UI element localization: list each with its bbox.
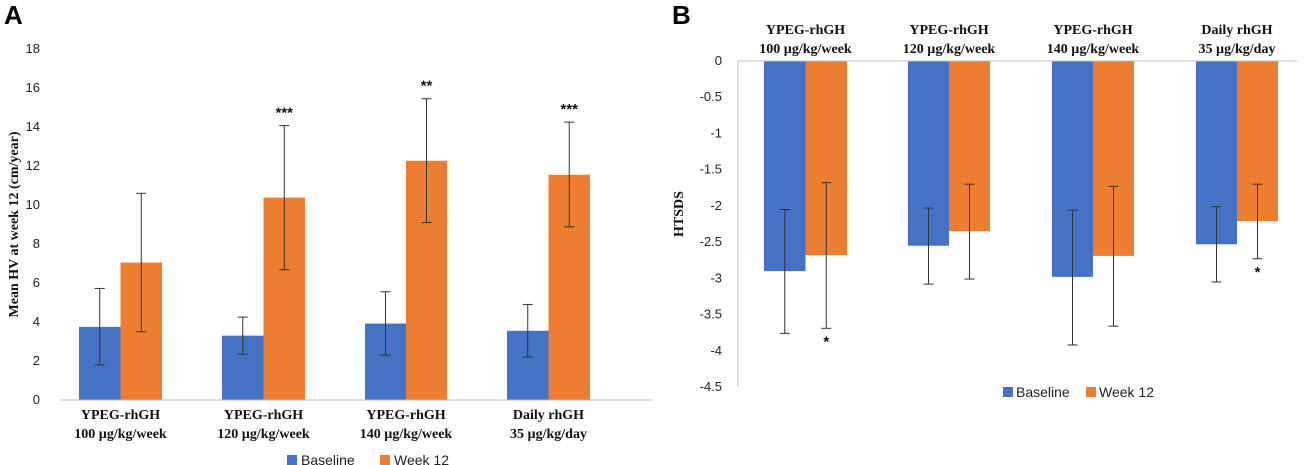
panel-b-y-tick: -3 [710, 270, 722, 285]
panel-b-y-tick: 0 [715, 53, 722, 68]
panel-b-category-label: YPEG-rhGH [1053, 23, 1132, 38]
panel-a-y-tick: 8 [33, 236, 40, 251]
panel-a-significance-marker: ** [421, 78, 433, 95]
panel-a-y-tick: 10 [26, 197, 40, 212]
panel-a-category-label: 140 µg/kg/week [360, 427, 453, 442]
panel-a-label: A [4, 0, 23, 30]
panel-a-error-bar [564, 121, 575, 228]
panel-b-significance-marker: * [823, 333, 829, 350]
panel-a-y-axis-title: Mean HV at week 12 (cm/year) [7, 131, 22, 317]
panel-b-category-label: 120 µg/kg/week [903, 42, 996, 57]
panel-b-error-bar [1211, 206, 1222, 283]
panel-b-y-tick: -1.5 [700, 162, 722, 177]
panel-b-category-label: YPEG-rhGH [909, 23, 988, 38]
panel-a-category-label: YPEG-rhGH [81, 408, 160, 423]
panel-b-y-tick: -0.5 [700, 89, 722, 104]
panel-a-y-tick: 6 [33, 275, 40, 290]
panel-a-category-label: 120 µg/kg/week [217, 427, 310, 442]
panel-b-legend: Baseline Week 12 [1003, 384, 1154, 400]
panel-a-y-tick: 14 [26, 119, 40, 134]
panel-b-significance-marker: * [1255, 264, 1261, 281]
legend-label: Baseline [1016, 384, 1070, 400]
panel-a-error-bar [94, 287, 105, 366]
panel-b-error-bar [1067, 209, 1078, 346]
panel-a-error-bar [279, 125, 290, 271]
panel-b-y-tick: -3.5 [700, 307, 722, 322]
panel-b: B * * 0 -0.5 -1 -1.5 -2 -2.5 -3 -3.5 -4 -4.5 YPEG-… [672, 0, 1297, 400]
panel-a-y-tick: 0 [33, 392, 40, 407]
panel-b-error-bar [923, 207, 934, 285]
panel-a-category-label: YPEG-rhGH [366, 408, 445, 423]
panel-a-y-tick: 2 [33, 353, 40, 368]
panel-b-category-label: 100 µg/kg/week [759, 42, 852, 57]
panel-b-y-tick: -4 [710, 343, 722, 358]
panel-b-category-label: YPEG-rhGH [766, 23, 845, 38]
panel-b-category-label: 140 µg/kg/week [1047, 42, 1140, 57]
legend-swatch-baseline [287, 455, 297, 465]
panel-b-category-label: 35 µg/kg/day [1199, 42, 1276, 57]
panel-b-error-bar [779, 209, 790, 334]
panel-a-significance-marker: *** [560, 101, 578, 118]
panel-a-y-tick: 18 [26, 41, 40, 56]
panel-b-y-tick: -4.5 [700, 379, 722, 394]
panel-b-label: B [672, 0, 691, 30]
panel-b-y-axis-title: HTSDS [672, 191, 687, 237]
legend-label: Week 12 [394, 452, 449, 465]
panel-b-y-tick: -2.5 [700, 234, 722, 249]
panel-a-y-tick: 4 [33, 314, 40, 329]
panel-a-y-tick: 12 [26, 158, 40, 173]
legend-label: Baseline [301, 452, 355, 465]
panel-a-error-bar [237, 316, 248, 355]
panel-b-y-tick: -2 [710, 198, 722, 213]
legend-swatch-baseline [1003, 387, 1013, 397]
panel-a-legend: Baseline Week 12 [287, 452, 449, 465]
legend-label: Week 12 [1099, 384, 1154, 400]
panel-a-error-bar [136, 192, 147, 333]
panel-a-error-bar [421, 98, 432, 224]
panel-b-category-label: Daily rhGH [1201, 23, 1272, 38]
panel-b-y-tick: -1 [710, 125, 722, 140]
panel-a-category-label: YPEG-rhGH [224, 408, 303, 423]
panel-a-y-tick: 16 [26, 80, 40, 95]
panel-b-error-bar [1252, 183, 1263, 260]
panel-a-significance-marker: *** [275, 105, 293, 122]
panel-a-error-bar [522, 303, 533, 358]
legend-swatch-week-12 [1086, 387, 1096, 397]
panel-b-error-bar [821, 182, 832, 329]
panel-a-error-bar [380, 291, 391, 356]
panel-a-category-label: 35 µg/kg/day [510, 427, 587, 442]
panel-b-error-bar [964, 183, 975, 280]
panel-a-category-label: Daily rhGH [513, 408, 584, 423]
panel-a-category-label: 100 µg/kg/week [74, 427, 167, 442]
legend-swatch-week-12 [380, 455, 390, 465]
panel-b-error-bar [1108, 185, 1119, 327]
